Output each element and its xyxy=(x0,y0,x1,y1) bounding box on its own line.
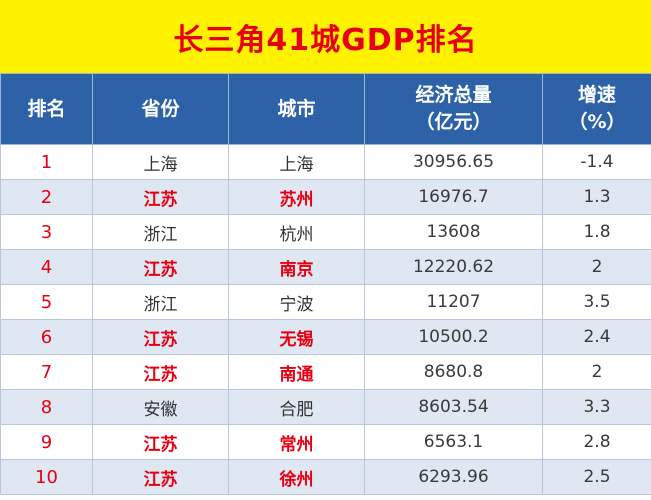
header-province: 省份 xyxy=(92,73,229,145)
rank-cell: 8 xyxy=(0,389,93,425)
table-row: 4 江苏 南京 12220.62 2 xyxy=(0,249,651,285)
header-gdp-line2: （亿元） xyxy=(415,111,492,133)
province-cell: 江苏 xyxy=(92,319,229,355)
table-row: 7 江苏 南通 8680.8 2 xyxy=(0,354,651,390)
growth-cell: 2.4 xyxy=(542,319,651,355)
growth-cell: 1.3 xyxy=(542,179,651,215)
gdp-cell: 12220.62 xyxy=(364,249,543,285)
page-title: 长三角41城GDP排名 xyxy=(173,22,478,58)
rank-cell: 10 xyxy=(0,459,93,495)
rank-cell: 1 xyxy=(0,144,93,180)
city-cell: 宁波 xyxy=(228,284,365,320)
gdp-cell: 6293.96 xyxy=(364,459,543,495)
city-cell: 苏州 xyxy=(228,179,365,215)
city-cell: 杭州 xyxy=(228,214,365,250)
title-banner: 长三角41城GDP排名 xyxy=(0,0,651,75)
province-cell: 江苏 xyxy=(92,179,229,215)
table-row: 1 上海 上海 30956.65 -1.4 xyxy=(0,144,651,180)
growth-cell: 2.5 xyxy=(542,459,651,495)
gdp-cell: 30956.65 xyxy=(364,144,543,180)
city-cell: 上海 xyxy=(228,144,365,180)
header-gdp: 经济总量 （亿元） xyxy=(364,73,543,145)
gdp-cell: 13608 xyxy=(364,214,543,250)
header-rank: 排名 xyxy=(0,73,93,145)
table-row: 3 浙江 杭州 13608 1.8 xyxy=(0,214,651,250)
table-header-row: 排名 省份 城市 经济总量 （亿元） 增速 （%） xyxy=(0,73,651,145)
province-cell: 江苏 xyxy=(92,249,229,285)
table-row: 9 江苏 常州 6563.1 2.8 xyxy=(0,424,651,460)
rank-cell: 6 xyxy=(0,319,93,355)
header-growth-line2: （%） xyxy=(568,111,626,133)
city-cell: 合肥 xyxy=(228,389,365,425)
city-cell: 常州 xyxy=(228,424,365,460)
gdp-cell: 11207 xyxy=(364,284,543,320)
table-row: 2 江苏 苏州 16976.7 1.3 xyxy=(0,179,651,215)
rank-cell: 2 xyxy=(0,179,93,215)
gdp-ranking-table: 排名 省份 城市 经济总量 （亿元） 增速 （%） 1 上海 上海 30956.65-… xyxy=(0,73,651,495)
table-row: 5 浙江 宁波 11207 3.5 xyxy=(0,284,651,320)
rank-cell: 9 xyxy=(0,424,93,460)
gdp-cell: 8603.54 xyxy=(364,389,543,425)
rank-cell: 4 xyxy=(0,249,93,285)
province-cell: 安徽 xyxy=(92,389,229,425)
growth-cell: 3.3 xyxy=(542,389,651,425)
growth-cell: 2 xyxy=(542,249,651,285)
table-row: 6 江苏 无锡 10500.2 2.4 xyxy=(0,319,651,355)
rank-cell: 5 xyxy=(0,284,93,320)
growth-cell: 2.8 xyxy=(542,424,651,460)
gdp-cell: 16976.7 xyxy=(364,179,543,215)
gdp-cell: 8680.8 xyxy=(364,354,543,390)
gdp-cell: 6563.1 xyxy=(364,424,543,460)
province-cell: 江苏 xyxy=(92,424,229,460)
rank-cell: 7 xyxy=(0,354,93,390)
city-cell: 徐州 xyxy=(228,459,365,495)
city-cell: 无锡 xyxy=(228,319,365,355)
growth-cell: 3.5 xyxy=(542,284,651,320)
rank-cell: 3 xyxy=(0,214,93,250)
header-gdp-line1: 经济总量 xyxy=(415,84,492,106)
header-growth-line1: 增速 xyxy=(577,84,616,106)
header-city: 城市 xyxy=(228,73,365,145)
header-growth: 增速 （%） xyxy=(542,73,651,145)
province-cell: 上海 xyxy=(92,144,229,180)
province-cell: 江苏 xyxy=(92,459,229,495)
growth-cell: 2 xyxy=(542,354,651,390)
city-cell: 南京 xyxy=(228,249,365,285)
province-cell: 江苏 xyxy=(92,354,229,390)
province-cell: 浙江 xyxy=(92,214,229,250)
growth-cell: 1.8 xyxy=(542,214,651,250)
gdp-cell: 10500.2 xyxy=(364,319,543,355)
city-cell: 南通 xyxy=(228,354,365,390)
table-row: 8 安徽 合肥 8603.54 3.3 xyxy=(0,389,651,425)
province-cell: 浙江 xyxy=(92,284,229,320)
growth-cell: -1.4 xyxy=(542,144,651,180)
table-row: 10 江苏 徐州 6293.96 2.5 xyxy=(0,459,651,495)
